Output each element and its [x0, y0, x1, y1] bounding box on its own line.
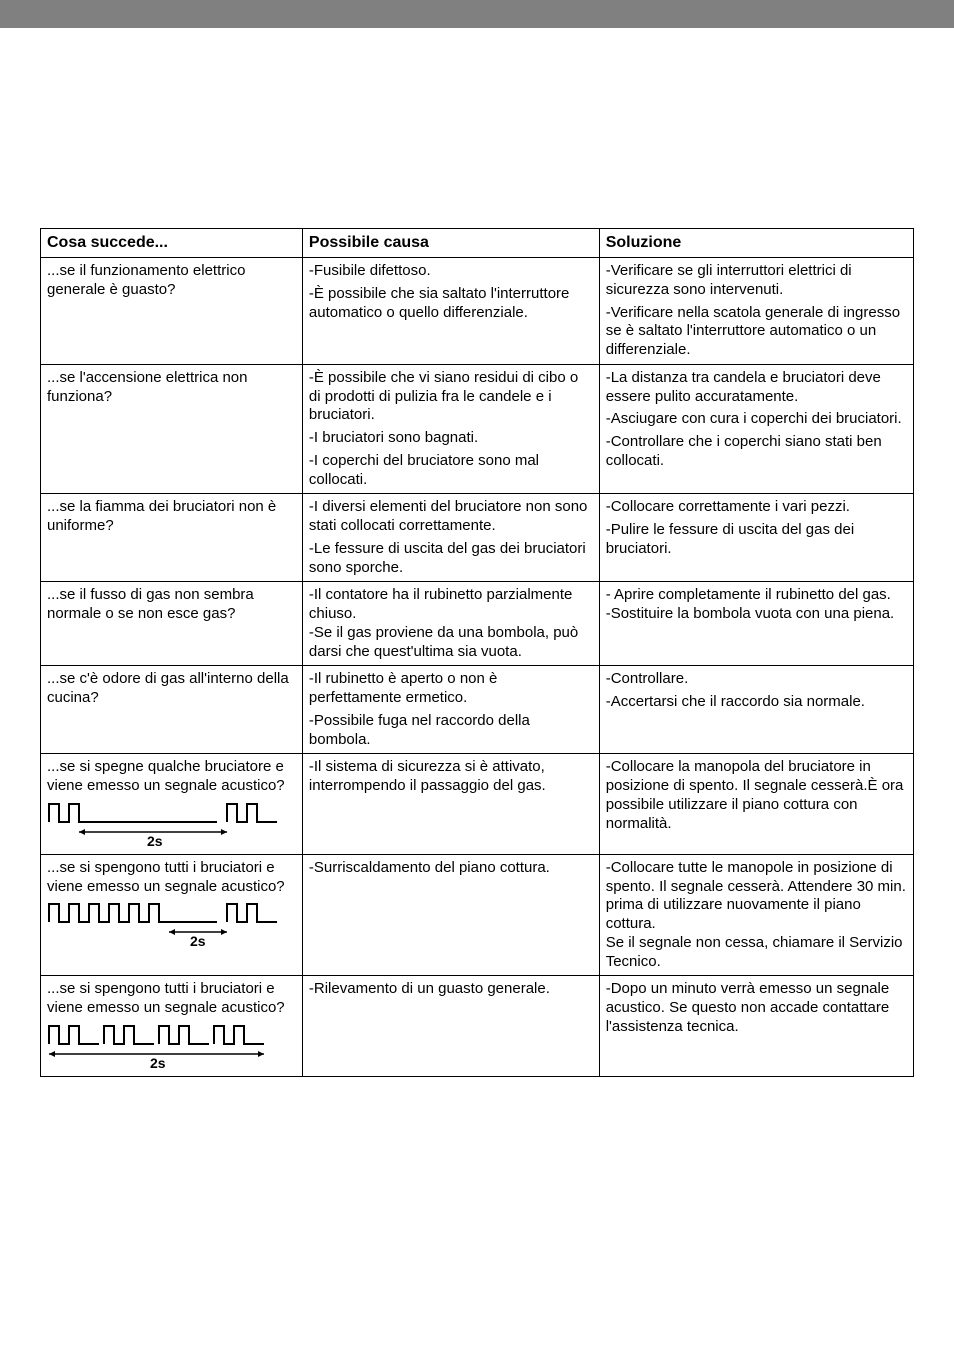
- cause-text: -È possibile che vi siano residui di cib…: [309, 369, 593, 425]
- cause-cell: -Rilevamento di un guasto generale.: [302, 976, 599, 1077]
- signal-diagram: 2s: [47, 1022, 296, 1072]
- solution-cell: -La distanza tra candela e bruciatori de…: [599, 364, 913, 494]
- problem-text: ...se l'accensione elettrica non funzion…: [47, 369, 296, 407]
- solution-text: -Verificare nella scatola generale di in…: [606, 304, 907, 360]
- cause-text: -Fusibile difettoso.: [309, 262, 593, 281]
- signal-quad-icon: 2s: [47, 1022, 297, 1072]
- cause-cell: -I diversi elementi del bruciatore non s…: [302, 494, 599, 582]
- solution-cell: -Collocare tutte le manopole in posizion…: [599, 854, 913, 976]
- problem-text: ...se si spengono tutti i bruciatori e v…: [47, 980, 296, 1018]
- cause-text: -Le fessure di uscita del gas dei brucia…: [309, 540, 593, 578]
- cause-cell: -Il sistema di sicurezza si è attivato, …: [302, 754, 599, 855]
- cause-text: -È possibile che sia saltato l'interrutt…: [309, 285, 593, 323]
- table-row: ...se si spegne qualche bruciatore e vie…: [41, 754, 914, 855]
- problem-text: ...se il fusso di gas non sembra normale…: [47, 586, 296, 624]
- problem-cell: ...se la fiamma dei bruciatori non è uni…: [41, 494, 303, 582]
- solution-text: - Aprire completamente il rubinetto del …: [606, 586, 907, 624]
- table-header-row: Cosa succede... Possibile causa Soluzion…: [41, 229, 914, 258]
- table-row: ...se l'accensione elettrica non funzion…: [41, 364, 914, 494]
- cause-cell: -È possibile che vi siano residui di cib…: [302, 364, 599, 494]
- problem-text: ...se la fiamma dei bruciatori non è uni…: [47, 498, 296, 536]
- problem-cell: ...se il funzionamento elettrico general…: [41, 258, 303, 365]
- problem-cell: ...se c'è odore di gas all'interno della…: [41, 666, 303, 754]
- problem-text: ...se il funzionamento elettrico general…: [47, 262, 296, 300]
- top-gray-bar: [0, 0, 954, 28]
- cause-text: -Rilevamento di un guasto generale.: [309, 980, 593, 999]
- cause-text: -I bruciatori sono bagnati.: [309, 429, 593, 448]
- problem-cell: ...se il fusso di gas non sembra normale…: [41, 582, 303, 666]
- svg-text:2s: 2s: [150, 1055, 166, 1071]
- problem-cell: ...se si spengono tutti i bruciatori e v…: [41, 854, 303, 976]
- signal-diagram: 2s: [47, 800, 296, 850]
- header-problem: Cosa succede...: [41, 229, 303, 258]
- solution-text: -Collocare la manopola del bruciatore in…: [606, 758, 907, 833]
- problem-cell: ...se si spegne qualche bruciatore e vie…: [41, 754, 303, 855]
- header-solution: Soluzione: [599, 229, 913, 258]
- problem-cell: ...se l'accensione elettrica non funzion…: [41, 364, 303, 494]
- solution-text: -Asciugare con cura i coperchi dei bruci…: [606, 410, 907, 429]
- solution-text: -Verificare se gli interruttori elettric…: [606, 262, 907, 300]
- solution-text: -Collocare correttamente i vari pezzi.: [606, 498, 907, 517]
- table-row: ...se c'è odore di gas all'interno della…: [41, 666, 914, 754]
- cause-text: -Surriscaldamento del piano cottura.: [309, 859, 593, 878]
- solution-text: -Accertarsi che il raccordo sia normale.: [606, 693, 907, 712]
- cause-text: -I diversi elementi del bruciatore non s…: [309, 498, 593, 536]
- table-row: ...se si spengono tutti i bruciatori e v…: [41, 976, 914, 1077]
- table-row: ...se il fusso di gas non sembra normale…: [41, 582, 914, 666]
- cause-cell: -Fusibile difettoso. -È possibile che sia…: [302, 258, 599, 365]
- problem-text: ...se si spengono tutti i bruciatori e v…: [47, 859, 296, 897]
- solution-text: -Controllare che i coperchi siano stati …: [606, 433, 907, 471]
- cause-cell: -Il contatore ha il rubinetto parzialmen…: [302, 582, 599, 666]
- problem-text: ...se c'è odore di gas all'interno della…: [47, 670, 296, 708]
- solution-cell: -Verificare se gli interruttori elettric…: [599, 258, 913, 365]
- cause-text: -Il rubinetto è aperto o non è perfettam…: [309, 670, 593, 708]
- page-content: Cosa succede... Possibile causa Soluzion…: [0, 228, 954, 1117]
- solution-text: -Pulire le fessure di uscita del gas dei…: [606, 521, 907, 559]
- problem-text: ...se si spegne qualche bruciatore e vie…: [47, 758, 296, 796]
- solution-text: -Controllare.: [606, 670, 907, 689]
- signal-diagram: 2s: [47, 900, 296, 950]
- solution-cell: -Collocare la manopola del bruciatore in…: [599, 754, 913, 855]
- problem-cell: ...se si spengono tutti i bruciatori e v…: [41, 976, 303, 1077]
- table-row: ...se si spengono tutti i bruciatori e v…: [41, 854, 914, 976]
- solution-cell: - Aprire completamente il rubinetto del …: [599, 582, 913, 666]
- cause-text: -Il contatore ha il rubinetto parzialmen…: [309, 586, 593, 661]
- solution-cell: -Dopo un minuto verrà emesso un segnale …: [599, 976, 913, 1077]
- svg-text:2s: 2s: [190, 933, 206, 949]
- troubleshooting-table: Cosa succede... Possibile causa Soluzion…: [40, 228, 914, 1077]
- header-cause: Possibile causa: [302, 229, 599, 258]
- solution-cell: -Controllare. -Accertarsi che il raccordo…: [599, 666, 913, 754]
- solution-text: -Collocare tutte le manopole in posizion…: [606, 859, 907, 972]
- cause-cell: -Il rubinetto è aperto o non è perfettam…: [302, 666, 599, 754]
- signal-continuous-icon: 2s: [47, 900, 297, 950]
- signal-single-icon: 2s: [47, 800, 297, 850]
- table-row: ...se la fiamma dei bruciatori non è uni…: [41, 494, 914, 582]
- svg-text:2s: 2s: [147, 833, 163, 849]
- solution-text: -Dopo un minuto verrà emesso un segnale …: [606, 980, 907, 1036]
- cause-text: -Possibile fuga nel raccordo della bombo…: [309, 712, 593, 750]
- cause-text: -Il sistema di sicurezza si è attivato, …: [309, 758, 593, 796]
- table-row: ...se il funzionamento elettrico general…: [41, 258, 914, 365]
- solution-text: -La distanza tra candela e bruciatori de…: [606, 369, 907, 407]
- cause-cell: -Surriscaldamento del piano cottura.: [302, 854, 599, 976]
- cause-text: -I coperchi del bruciatore sono mal coll…: [309, 452, 593, 490]
- solution-cell: -Collocare correttamente i vari pezzi. -P…: [599, 494, 913, 582]
